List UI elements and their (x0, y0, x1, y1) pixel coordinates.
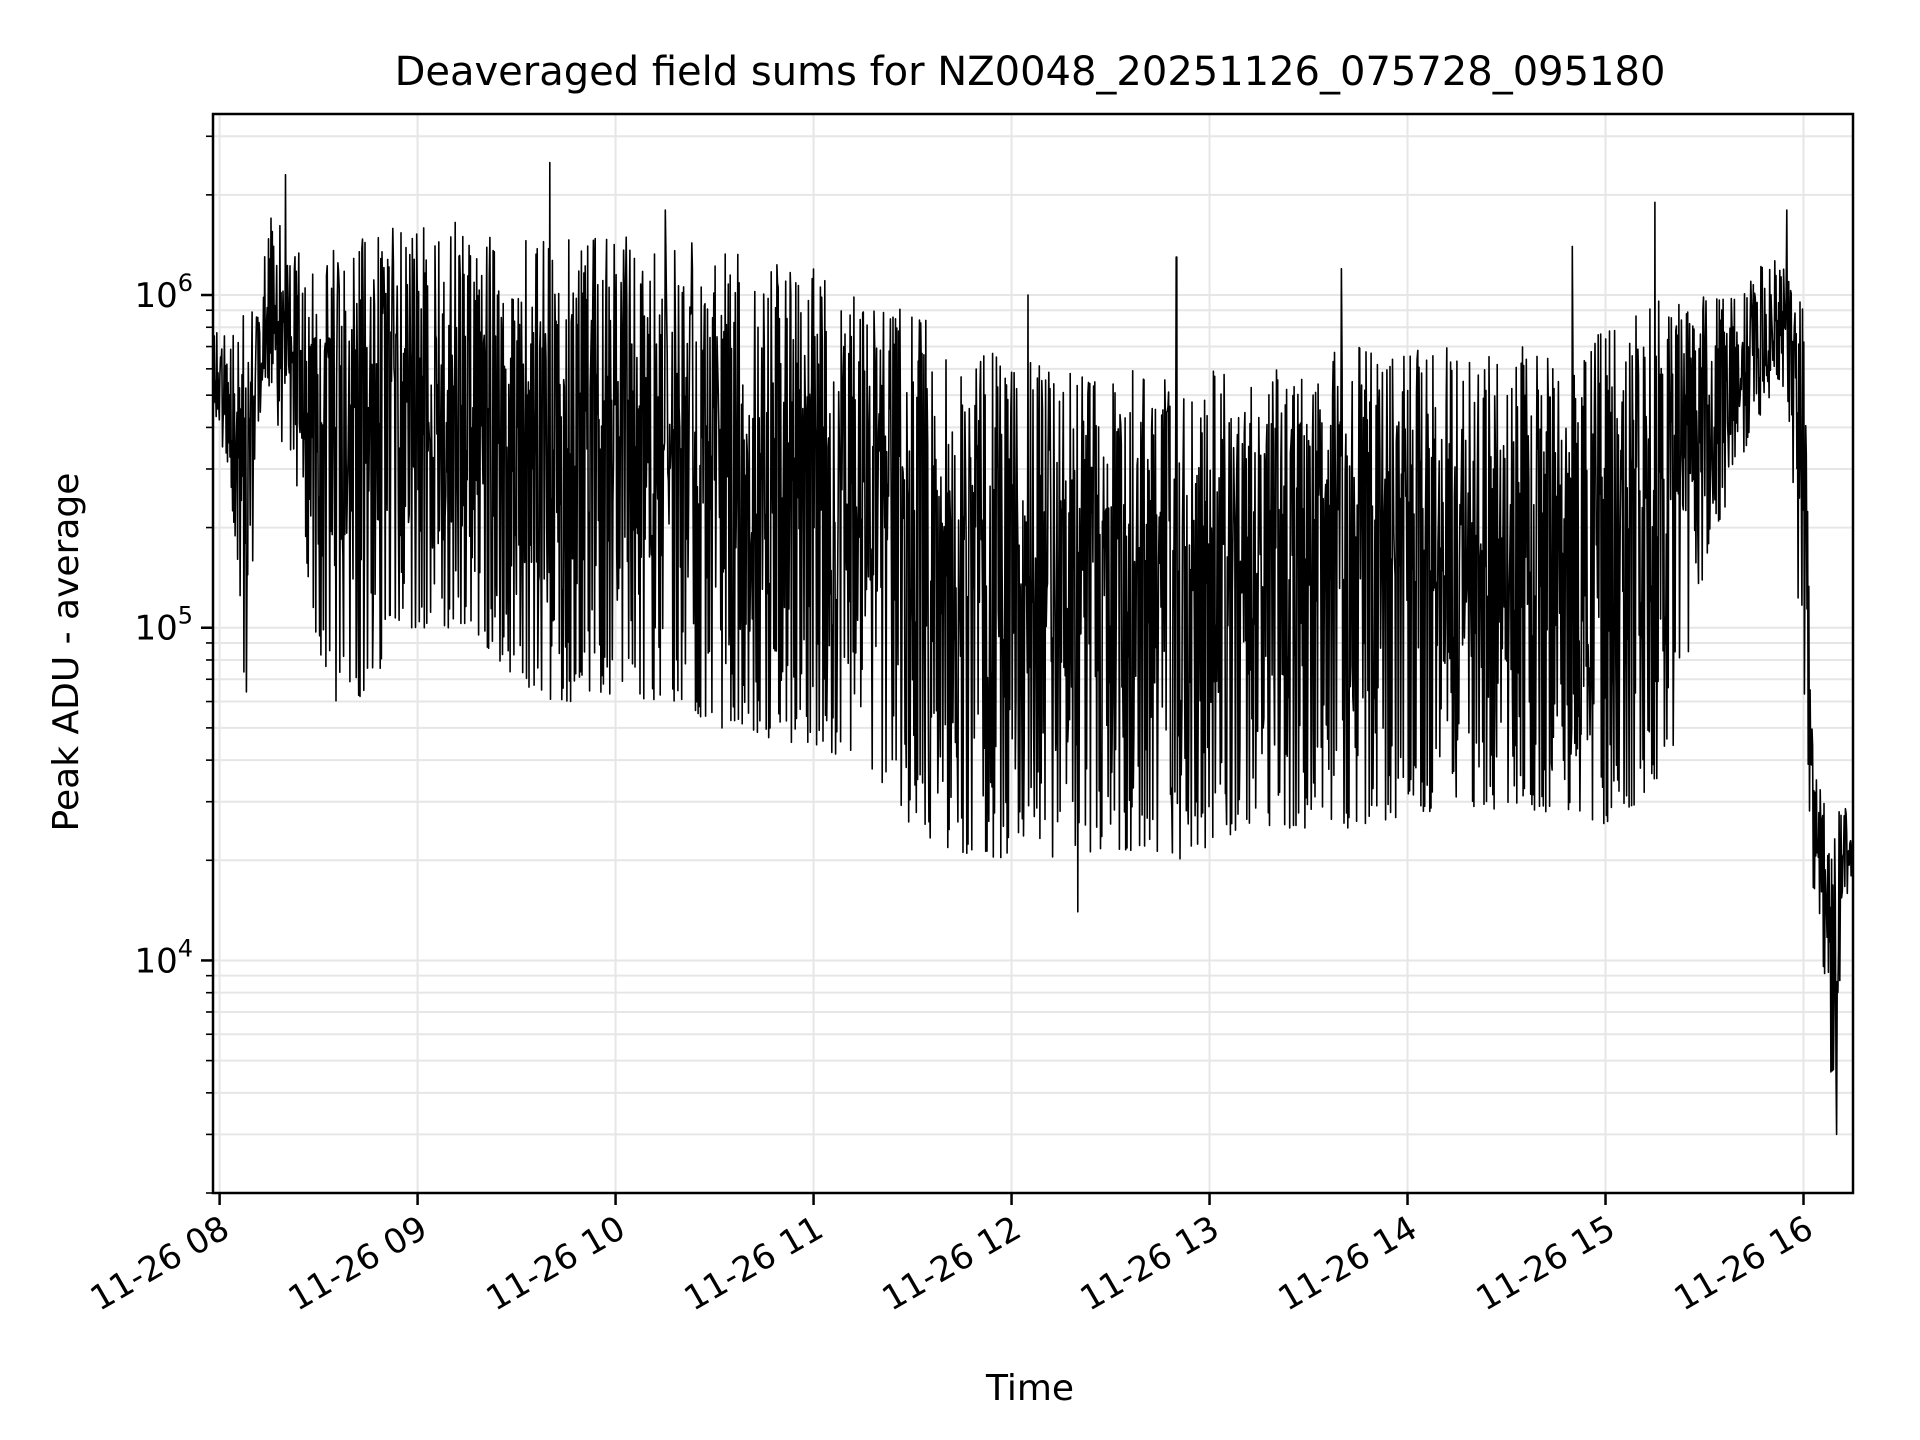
x-tick-label: 11-26 09 (282, 1208, 434, 1319)
x-tick-label: 11-26 11 (678, 1208, 830, 1319)
x-tick-label: 11-26 14 (1272, 1208, 1424, 1319)
x-tick-label: 11-26 13 (1074, 1208, 1226, 1319)
y-tick-label: 106 (134, 269, 193, 316)
x-tick-label: 11-26 15 (1470, 1208, 1622, 1319)
y-axis-ticks: 104 105 106 (134, 135, 213, 1194)
x-tick-label: 11-26 10 (480, 1208, 632, 1319)
x-axis-ticks: 11-26 08 11-26 09 11-26 10 11-26 11 11-26 12… (84, 1193, 1820, 1319)
x-axis-label: Time (985, 1368, 1074, 1409)
y-axis-label: Peak ADU - average (46, 473, 87, 832)
x-tick-label: 11-26 08 (84, 1208, 236, 1319)
x-tick-label: 11-26 12 (876, 1208, 1028, 1319)
y-tick-label: 104 (134, 934, 193, 981)
chart-title: Deaveraged field sums for NZ0048_2025112… (395, 49, 1666, 95)
series-line (212, 161, 1854, 1136)
plot-frame (211, 112, 1855, 1195)
x-tick-label: 11-26 16 (1668, 1208, 1820, 1319)
y-tick-label: 105 (134, 602, 193, 649)
